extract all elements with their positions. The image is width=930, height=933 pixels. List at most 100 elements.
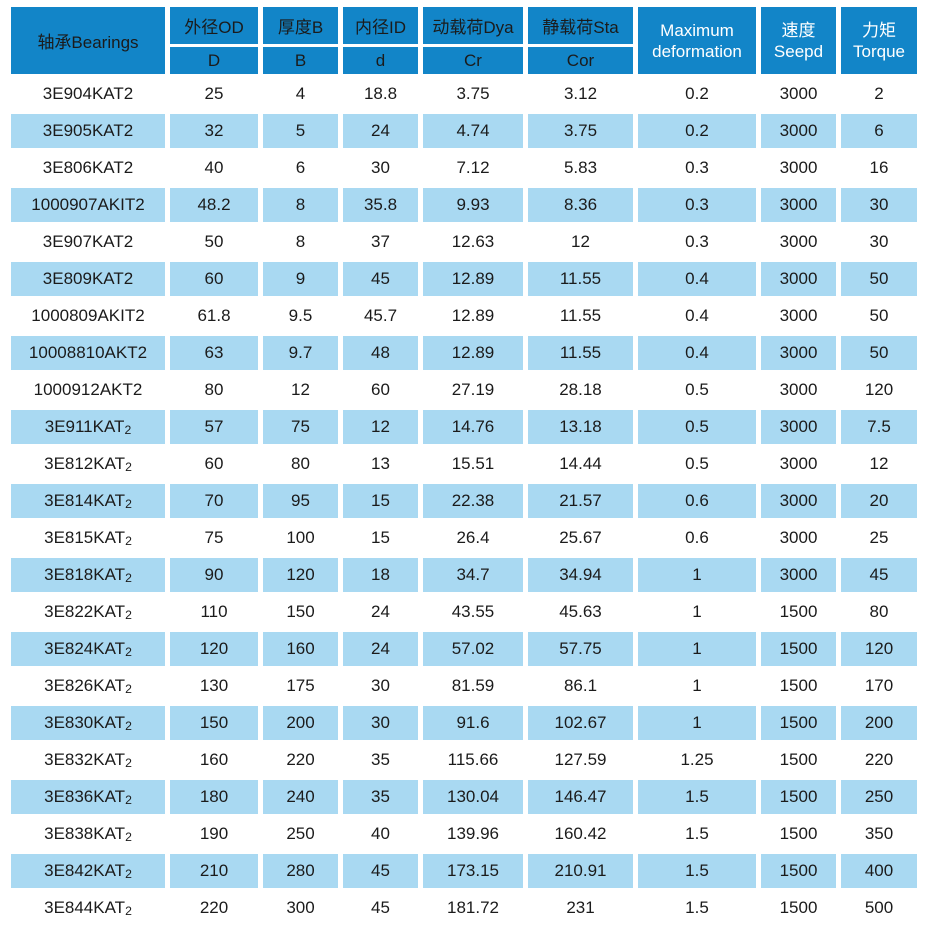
value-cell: 61.8 <box>197 306 231 325</box>
value-cell: 1 <box>638 706 756 740</box>
value-cell: 45 <box>371 898 390 917</box>
value-cell: 6 <box>295 158 306 177</box>
value-cell: 0.5 <box>638 410 756 444</box>
value-cell: 60 <box>170 262 258 296</box>
value-cell: 30 <box>841 188 917 222</box>
subscript-2: 2 <box>125 460 132 475</box>
value-cell: 3000 <box>761 484 836 518</box>
value-cell: 91.6 <box>423 706 523 740</box>
table-row: 3E814KAT2 70 95 15 22.38 21.57 0.6 3000 20 <box>11 484 917 518</box>
value-cell: 45 <box>343 262 418 296</box>
value-cell: 120 <box>263 558 338 592</box>
value-cell: 18.8 <box>363 84 398 103</box>
bearing-name-cell: 3E815KAT2 <box>44 527 132 549</box>
value-cell: 6 <box>841 114 917 148</box>
value-cell: 50 <box>204 232 224 251</box>
value-cell: 231 <box>566 898 595 917</box>
value-cell: 120 <box>841 632 917 666</box>
value-cell: 12 <box>571 232 590 251</box>
table-row: 3E838KAT2 190 250 40 139.96 160.42 1.5 1500 350 <box>11 817 917 851</box>
table-row: 3E812KAT2 60 80 13 15.51 14.44 0.5 3000 12 <box>11 447 917 481</box>
value-cell: 0.5 <box>685 454 709 473</box>
value-cell: 1 <box>692 602 702 621</box>
value-cell: 160 <box>199 750 229 769</box>
value-cell: 110 <box>200 602 228 621</box>
value-cell: 57 <box>170 410 258 444</box>
value-cell: 4.74 <box>423 114 523 148</box>
value-cell: 3000 <box>761 114 836 148</box>
table-row: 3E826KAT2 130 175 30 81.59 86.1 1 1500 170 <box>11 669 917 703</box>
value-cell: 24 <box>371 602 390 621</box>
value-cell: 60 <box>204 454 224 473</box>
value-cell: 3000 <box>761 188 836 222</box>
bearing-name-cell: 3E836KAT2 <box>11 780 165 814</box>
value-cell: 3.75 <box>528 114 633 148</box>
subheader-B: B <box>263 47 338 74</box>
value-cell: 350 <box>864 824 894 843</box>
value-cell: 3000 <box>779 454 818 473</box>
value-cell: 0.4 <box>638 336 756 370</box>
value-cell: 1.5 <box>638 854 756 888</box>
value-cell: 11.55 <box>559 306 602 325</box>
bearing-name-cell: 3E842KAT2 <box>11 854 165 888</box>
value-cell: 210 <box>170 854 258 888</box>
value-cell: 30 <box>371 676 390 695</box>
header-speed-line2: Seepd <box>773 41 824 61</box>
value-cell: 24 <box>343 632 418 666</box>
value-cell: 13 <box>371 454 390 473</box>
table-row: 3E824KAT2 120 160 24 57.02 57.75 1 1500 120 <box>11 632 917 666</box>
table-row: 3E818KAT2 90 120 18 34.7 34.94 1 3000 45 <box>11 558 917 592</box>
value-cell: 12.63 <box>451 232 495 251</box>
subscript-2: 2 <box>125 682 132 697</box>
bearing-name-cell: 3E806KAT2 <box>42 158 134 177</box>
value-cell: 80 <box>204 380 224 399</box>
subscript-2: 2 <box>125 534 132 549</box>
value-cell: 81.59 <box>451 676 495 695</box>
subscript-2: 2 <box>125 497 132 512</box>
bearing-name-cell: 3E905KAT2 <box>11 114 165 148</box>
value-cell: 170 <box>864 676 894 695</box>
bearing-name-cell: 3E830KAT2 <box>11 706 165 740</box>
value-cell: 210.91 <box>528 854 633 888</box>
value-cell: 50 <box>869 306 889 325</box>
value-cell: 150 <box>170 706 258 740</box>
value-cell: 0.2 <box>638 114 756 148</box>
value-cell: 240 <box>263 780 338 814</box>
table-row: 3E832KAT2 160 220 35 115.66 127.59 1.25 1500 220 <box>11 743 917 777</box>
value-cell: 115.66 <box>447 750 499 769</box>
bearing-name-cell: 3E814KAT2 <box>11 484 165 518</box>
value-cell: 30 <box>869 232 889 251</box>
value-cell: 1.25 <box>680 750 714 769</box>
header-speed: 速度 Seepd <box>761 7 836 74</box>
value-cell: 300 <box>286 898 315 917</box>
value-cell: 0.3 <box>685 232 709 251</box>
table-body: 3E904KAT2 25 4 18.8 3.75 3.12 0.2 3000 2 3E905KAT… <box>11 77 917 925</box>
subscript-2: 2 <box>125 719 132 734</box>
value-cell: 26.4 <box>456 528 490 547</box>
table-row: 1000912AKT2 80 12 60 27.19 28.18 0.5 3000 120 <box>11 373 917 407</box>
value-cell: 86.1 <box>563 676 598 695</box>
value-cell: 30 <box>371 158 390 177</box>
subscript-2: 2 <box>125 830 132 845</box>
value-cell: 16 <box>869 158 889 177</box>
value-cell: 1.5 <box>685 898 709 917</box>
header-row-top: 轴承Bearings 外径OD 厚度B 内径ID 动载荷Dya 静载荷Sta M… <box>11 7 917 74</box>
value-cell: 1 <box>692 676 702 695</box>
value-cell: 15 <box>343 484 418 518</box>
value-cell: 3000 <box>761 336 836 370</box>
table-row: 3E830KAT2 150 200 30 91.6 102.67 1 1500 200 <box>11 706 917 740</box>
value-cell: 3000 <box>779 232 818 251</box>
value-cell: 32 <box>170 114 258 148</box>
table-header: 轴承Bearings 外径OD 厚度B 内径ID 动载荷Dya 静载荷Sta M… <box>11 7 917 74</box>
value-cell: 80 <box>291 454 310 473</box>
value-cell: 25 <box>204 84 224 103</box>
value-cell: 250 <box>841 780 917 814</box>
value-cell: 13.18 <box>528 410 633 444</box>
value-cell: 21.57 <box>528 484 633 518</box>
value-cell: 24 <box>343 114 418 148</box>
value-cell: 70 <box>170 484 258 518</box>
subscript-2: 2 <box>125 867 132 882</box>
value-cell: 12.89 <box>423 262 523 296</box>
value-cell: 12 <box>291 380 310 399</box>
